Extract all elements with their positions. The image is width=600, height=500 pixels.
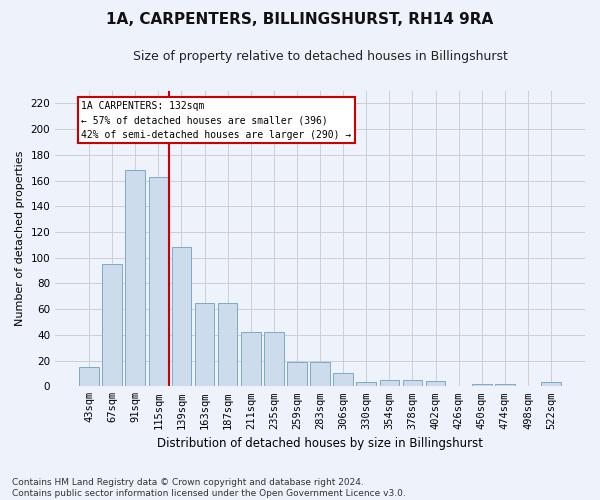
Bar bbox=[356, 382, 376, 386]
Bar bbox=[403, 380, 422, 386]
Bar bbox=[195, 302, 214, 386]
X-axis label: Distribution of detached houses by size in Billingshurst: Distribution of detached houses by size … bbox=[157, 437, 483, 450]
Bar bbox=[103, 264, 122, 386]
Bar bbox=[218, 302, 238, 386]
Bar bbox=[472, 384, 491, 386]
Text: 1A CARPENTERS: 132sqm
← 57% of detached houses are smaller (396)
42% of semi-det: 1A CARPENTERS: 132sqm ← 57% of detached … bbox=[81, 101, 351, 140]
Bar bbox=[310, 362, 330, 386]
Bar bbox=[79, 367, 99, 386]
Bar bbox=[241, 332, 260, 386]
Bar bbox=[287, 362, 307, 386]
Bar bbox=[172, 248, 191, 386]
Bar bbox=[149, 176, 168, 386]
Bar bbox=[541, 382, 561, 386]
Bar bbox=[125, 170, 145, 386]
Bar bbox=[264, 332, 284, 386]
Text: Contains HM Land Registry data © Crown copyright and database right 2024.
Contai: Contains HM Land Registry data © Crown c… bbox=[12, 478, 406, 498]
Y-axis label: Number of detached properties: Number of detached properties bbox=[15, 150, 25, 326]
Bar bbox=[495, 384, 515, 386]
Bar bbox=[426, 381, 445, 386]
Bar bbox=[334, 374, 353, 386]
Bar bbox=[380, 380, 399, 386]
Title: Size of property relative to detached houses in Billingshurst: Size of property relative to detached ho… bbox=[133, 50, 508, 63]
Text: 1A, CARPENTERS, BILLINGSHURST, RH14 9RA: 1A, CARPENTERS, BILLINGSHURST, RH14 9RA bbox=[106, 12, 494, 28]
